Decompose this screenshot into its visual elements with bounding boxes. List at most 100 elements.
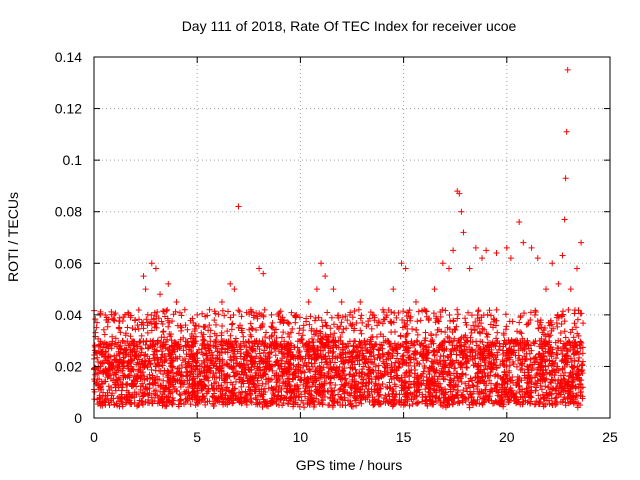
data-point xyxy=(268,384,275,391)
data-point xyxy=(482,354,489,361)
data-point xyxy=(394,350,401,357)
data-point xyxy=(96,394,103,401)
data-point xyxy=(279,402,286,409)
data-point xyxy=(114,364,121,371)
data-point xyxy=(540,395,547,402)
data-point xyxy=(514,379,521,386)
data-point xyxy=(431,367,438,374)
data-point xyxy=(438,387,445,394)
data-point xyxy=(538,386,545,393)
data-point xyxy=(538,341,545,348)
data-point xyxy=(177,397,184,404)
data-point xyxy=(462,319,469,326)
data-point-peak xyxy=(235,203,242,210)
data-point xyxy=(335,368,342,375)
data-point xyxy=(554,311,561,318)
data-point xyxy=(553,366,560,373)
data-point xyxy=(403,393,410,400)
data-point xyxy=(307,347,314,354)
data-point xyxy=(304,401,311,408)
data-point xyxy=(549,402,556,409)
data-point xyxy=(366,315,373,322)
data-point xyxy=(392,394,399,401)
data-point xyxy=(325,335,332,342)
data-point xyxy=(542,377,549,384)
data-point xyxy=(169,369,176,376)
data-point xyxy=(561,318,568,325)
data-point xyxy=(450,384,457,391)
data-point xyxy=(136,338,143,345)
data-point xyxy=(156,376,163,383)
data-point xyxy=(571,307,578,314)
data-point xyxy=(169,342,176,349)
data-point xyxy=(203,356,210,363)
data-point xyxy=(524,337,531,344)
data-point xyxy=(158,348,165,355)
data-point xyxy=(439,365,446,372)
data-point xyxy=(477,394,484,401)
data-point xyxy=(134,359,141,366)
data-point xyxy=(104,392,111,399)
data-point xyxy=(238,313,245,320)
axes: 0 5 10 15 20 25 0 0.02 0.04 0.06 0.08 0.1 0.12 0.14 xyxy=(55,49,618,445)
data-point xyxy=(109,333,116,340)
data-point xyxy=(269,319,276,326)
data-point xyxy=(411,363,418,370)
data-point xyxy=(429,375,436,382)
data-point xyxy=(213,343,220,350)
data-point xyxy=(514,337,521,344)
data-point xyxy=(232,368,239,375)
data-point xyxy=(138,398,145,405)
data-point xyxy=(93,319,100,326)
data-point xyxy=(362,360,369,367)
data-point-peak xyxy=(227,280,234,287)
data-point xyxy=(259,320,266,327)
data-point xyxy=(459,348,466,355)
data-point xyxy=(167,360,174,367)
data-point xyxy=(409,401,416,408)
data-point xyxy=(144,322,151,329)
data-point xyxy=(316,401,323,408)
data-point xyxy=(425,344,432,351)
data-point xyxy=(322,356,329,363)
data-point xyxy=(357,315,364,322)
data-point xyxy=(176,377,183,384)
data-point xyxy=(114,379,121,386)
data-points xyxy=(91,66,587,411)
data-point xyxy=(191,392,198,399)
data-point xyxy=(191,338,198,345)
data-point xyxy=(468,312,475,319)
data-point xyxy=(236,344,243,351)
data-point xyxy=(558,320,565,327)
data-point xyxy=(105,360,112,367)
data-point xyxy=(475,379,482,386)
data-point xyxy=(486,307,493,314)
data-point xyxy=(476,317,483,324)
data-point xyxy=(403,338,410,345)
chart-title: Day 111 of 2018, Rate Of TEC Index for r… xyxy=(182,18,517,34)
data-point xyxy=(493,339,500,346)
data-point xyxy=(176,353,183,360)
data-point xyxy=(335,314,342,321)
data-point xyxy=(447,357,454,364)
data-point xyxy=(175,403,182,410)
data-point xyxy=(406,307,413,314)
data-point xyxy=(400,308,407,315)
data-point xyxy=(516,319,523,326)
data-point xyxy=(249,379,256,386)
data-point-peak xyxy=(181,306,188,313)
data-point xyxy=(532,307,539,314)
data-point xyxy=(109,366,116,373)
data-point xyxy=(526,350,533,357)
data-point xyxy=(157,356,164,363)
data-point xyxy=(313,395,320,402)
data-point xyxy=(149,374,156,381)
data-point xyxy=(434,376,441,383)
data-point xyxy=(124,380,131,387)
data-point xyxy=(277,340,284,347)
data-point xyxy=(227,340,234,347)
data-point xyxy=(307,313,314,320)
data-point xyxy=(377,354,384,361)
data-point xyxy=(458,334,465,341)
data-point xyxy=(258,386,265,393)
